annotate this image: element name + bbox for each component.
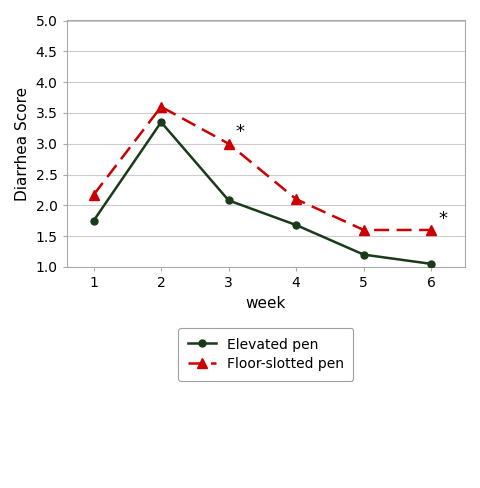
Legend: Elevated pen, Floor-slotted pen: Elevated pen, Floor-slotted pen bbox=[178, 328, 353, 381]
Text: *: * bbox=[235, 122, 244, 141]
Y-axis label: Diarrhea Score: Diarrhea Score bbox=[15, 87, 30, 201]
X-axis label: week: week bbox=[246, 296, 286, 310]
Text: *: * bbox=[438, 210, 447, 228]
